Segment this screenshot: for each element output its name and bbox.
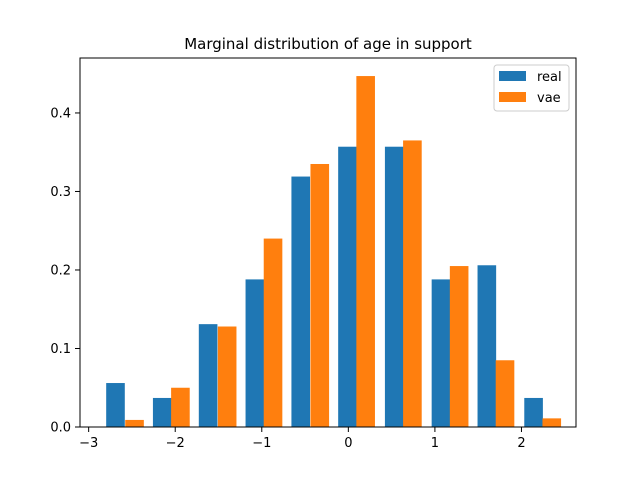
bar-vae-4 [310, 163, 330, 427]
legend: real vae [493, 64, 570, 112]
bar-real-2 [198, 324, 218, 427]
bars-layer [106, 76, 562, 428]
y-tick-label: 0.0 [50, 421, 71, 436]
bar-real-6 [384, 146, 404, 427]
x-tick-label: −3 [79, 436, 98, 451]
plot-frame [79, 57, 577, 428]
legend-label-vae: vae [537, 91, 561, 106]
x-tick-label: −1 [252, 436, 271, 451]
bar-real-3 [245, 279, 265, 427]
y-tick-label: 0.3 [50, 185, 71, 200]
bar-real-4 [291, 176, 311, 427]
bar-real-8 [477, 265, 497, 427]
bar-vae-6 [403, 140, 422, 428]
y-tick-label: 0.4 [50, 106, 71, 121]
bar-real-9 [524, 397, 543, 427]
bar-vae-7 [449, 266, 469, 427]
x-tick-label: 1 [431, 436, 439, 451]
y-tick-label: 0.2 [50, 263, 71, 278]
bar-vae-0 [125, 419, 144, 427]
y-tick-label: 0.1 [50, 342, 71, 357]
legend-label-real: real [537, 70, 562, 85]
bar-vae-9 [542, 418, 562, 427]
legend-swatch-vae [499, 92, 526, 102]
bar-real-1 [152, 397, 172, 427]
axes-layer: −3 −2 −1 0 1 2 0.0 0.1 0.2 0.3 0.4 [50, 57, 577, 451]
bar-vae-2 [217, 326, 237, 427]
chart-title: Marginal distribution of age in support [184, 35, 472, 53]
x-tick-label: 0 [344, 436, 352, 451]
bar-vae-5 [356, 76, 375, 428]
bar-real-5 [338, 146, 357, 427]
bar-vae-1 [171, 387, 190, 427]
x-tick-label: −2 [166, 436, 185, 451]
x-tick-label: 2 [517, 436, 525, 451]
legend-swatch-real [499, 71, 526, 81]
bar-vae-3 [263, 238, 283, 427]
bar-real-0 [106, 383, 125, 427]
bar-real-7 [431, 279, 451, 427]
bar-vae-8 [495, 360, 515, 427]
